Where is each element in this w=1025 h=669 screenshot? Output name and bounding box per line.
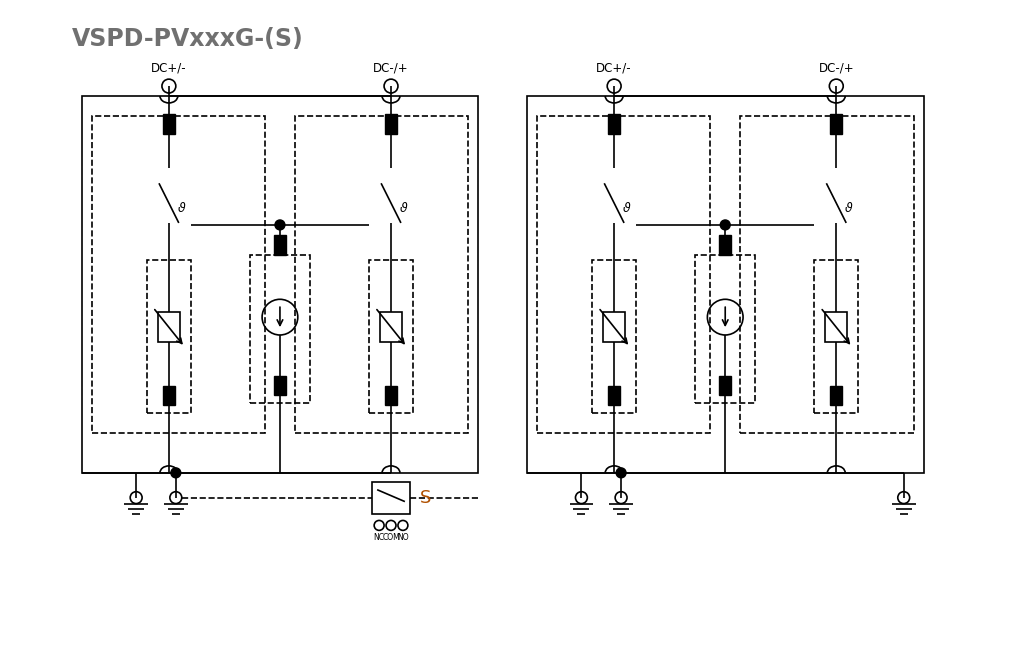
Circle shape	[275, 220, 285, 230]
Bar	[696, 255, 755, 403]
Text: $\vartheta$: $\vartheta$	[176, 201, 187, 215]
Text: DC+/-: DC+/-	[597, 61, 632, 74]
Bar	[295, 116, 468, 433]
Text: DC-/+: DC-/+	[373, 61, 409, 74]
Bar	[604, 312, 625, 342]
Bar	[830, 114, 843, 134]
Bar	[385, 114, 397, 134]
Bar	[158, 312, 179, 342]
Text: $\vartheta$: $\vartheta$	[845, 201, 854, 215]
Bar	[608, 114, 620, 134]
Text: NO: NO	[397, 533, 409, 543]
Text: $\vartheta$: $\vartheta$	[399, 201, 408, 215]
Circle shape	[616, 468, 626, 478]
Bar	[740, 116, 913, 433]
Bar	[720, 235, 731, 255]
Circle shape	[721, 220, 730, 230]
Text: VSPD-PVxxxG-(S): VSPD-PVxxxG-(S)	[72, 27, 303, 51]
Bar	[274, 376, 286, 395]
Text: DC-/+: DC-/+	[819, 61, 854, 74]
Bar	[82, 96, 479, 473]
Text: S: S	[420, 488, 432, 506]
Bar	[608, 385, 620, 405]
Text: COM: COM	[382, 533, 400, 543]
Text: $\vartheta$: $\vartheta$	[622, 201, 631, 215]
Bar	[369, 260, 413, 413]
Bar	[830, 385, 843, 405]
Bar	[825, 312, 848, 342]
Bar	[147, 260, 191, 413]
Bar	[815, 260, 858, 413]
Circle shape	[171, 468, 180, 478]
Bar	[720, 376, 731, 395]
Bar	[537, 116, 710, 433]
Bar	[385, 385, 397, 405]
Bar	[163, 114, 175, 134]
Text: DC+/-: DC+/-	[151, 61, 187, 74]
Bar	[592, 260, 636, 413]
Text: NC: NC	[374, 533, 384, 543]
Bar	[527, 96, 924, 473]
Bar	[163, 385, 175, 405]
Bar	[274, 235, 286, 255]
Bar	[372, 482, 410, 514]
Bar	[380, 312, 402, 342]
Bar	[91, 116, 265, 433]
Bar	[250, 255, 310, 403]
